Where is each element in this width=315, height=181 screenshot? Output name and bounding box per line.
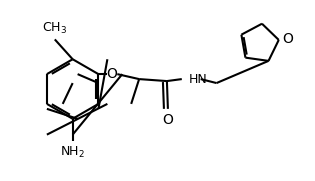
- Text: O: O: [283, 32, 294, 46]
- Text: O: O: [106, 67, 117, 81]
- Text: O: O: [163, 113, 173, 127]
- Text: HN: HN: [189, 73, 208, 86]
- Text: NH$_2$: NH$_2$: [60, 145, 85, 160]
- Text: CH$_3$: CH$_3$: [42, 21, 67, 36]
